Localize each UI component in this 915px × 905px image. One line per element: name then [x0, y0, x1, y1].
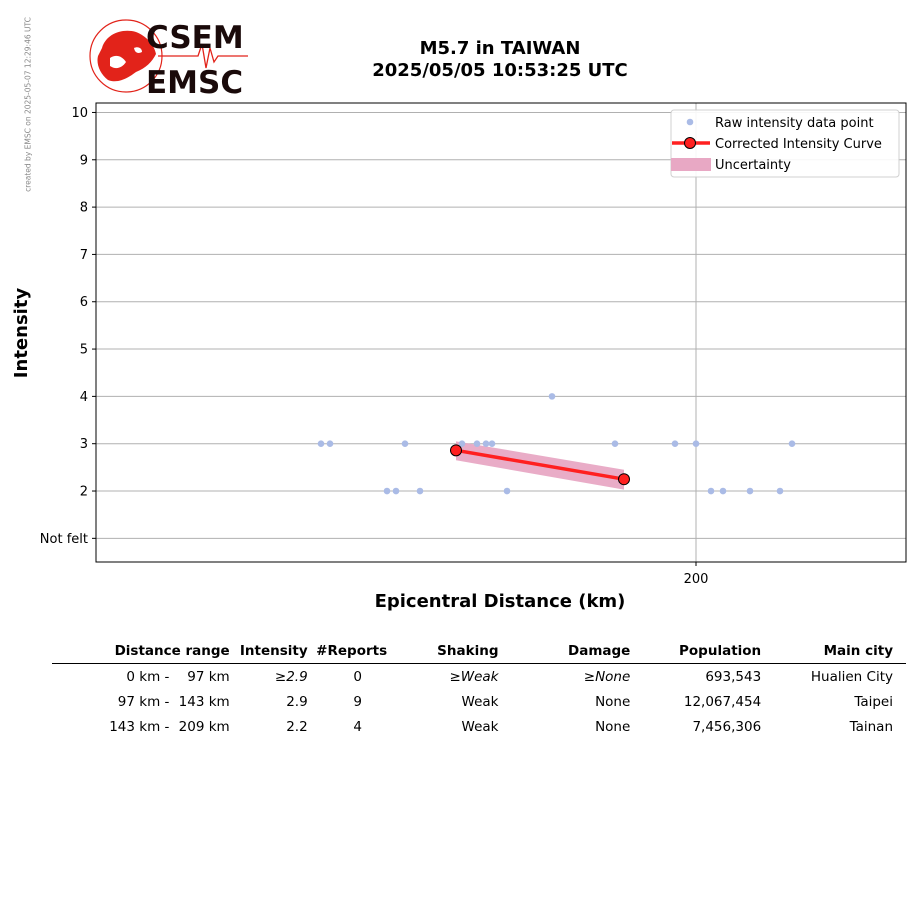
- table-cell: ≥2.9: [274, 668, 308, 685]
- raw-data-point: [416, 487, 424, 495]
- raw-data-point: [473, 440, 481, 448]
- intensity-chart: Not felt 2 3 4 5 6 7 8 9 10 200 Epicentral Distanc…: [11, 102, 907, 612]
- table-body: 0 km - 97 km ≥2.9 0 ≥Weak ≥None 693,543 Hualie…: [52, 664, 906, 740]
- legend-box: [670, 109, 900, 178]
- corrected-curve-marker: [450, 444, 462, 457]
- grid-lines: [96, 103, 906, 562]
- raw-data-point: [548, 393, 556, 400]
- table-cell: Hualien City: [810, 668, 893, 685]
- legend-raw-swatch: [686, 118, 694, 126]
- table-cell: ≥Weak: [449, 668, 499, 685]
- table-header-cell: Intensity: [229, 642, 308, 664]
- table-cell: None: [595, 693, 631, 710]
- table-header-cell: Shaking: [395, 642, 499, 664]
- table-row: 143 km - 209 km 2.2 4 Weak None 7,456,306 Tain…: [52, 714, 906, 739]
- table-header-cell: Damage: [498, 642, 631, 664]
- raw-data-point: [401, 440, 409, 448]
- raw-data-point: [458, 440, 466, 448]
- x-tick-label: 200: [684, 572, 709, 587]
- corrected-curve-layer: [450, 444, 630, 486]
- legend-curve-swatch-marker: [684, 137, 696, 149]
- table-cell: 7,456,306: [692, 718, 762, 735]
- corrected-curve-line: [455, 448, 625, 481]
- y-tick-label: 3: [80, 437, 88, 452]
- table-cell: 0: [353, 668, 362, 685]
- table-cell: Taipei: [854, 693, 893, 710]
- table-cell: Weak: [461, 718, 499, 735]
- y-axis-label: Intensity: [11, 288, 32, 379]
- table-cell: 2.9: [286, 693, 308, 710]
- raw-data-point: [707, 487, 715, 495]
- table-cell: Weak: [461, 693, 499, 710]
- logo-top-text: CSEM: [146, 20, 244, 56]
- y-tick-label: 7: [80, 248, 88, 263]
- legend-entry-label: Corrected Intensity Curve: [715, 137, 882, 152]
- legend-entry-label: Uncertainty: [715, 158, 791, 173]
- raw-data-point: [317, 440, 325, 448]
- table-cell: Tainan: [849, 718, 893, 735]
- logo-bottom-text: EMSC: [146, 65, 243, 100]
- table-cell: ≥None: [583, 668, 631, 685]
- axis-ticks: Not felt 2 3 4 5 6 7 8 9 10 200: [40, 106, 709, 587]
- raw-data-point: [392, 487, 400, 495]
- raw-data-point: [746, 487, 754, 495]
- table-header-cell: Distance range: [52, 642, 230, 664]
- raw-data-point: [776, 487, 784, 495]
- table-header-cell: Population: [630, 642, 762, 664]
- legend: Raw intensity data point Corrected Intens…: [670, 109, 900, 178]
- chart-title-line1: M5.7 in TAIWAN: [419, 38, 581, 59]
- raw-data-point: [326, 440, 334, 448]
- y-tick-label: 9: [80, 153, 88, 168]
- raw-data-point: [692, 440, 700, 448]
- csem-emsc-logo: CSEM EMSC: [89, 19, 248, 100]
- raw-data-point: [482, 440, 490, 448]
- table-header-cell: #Reports: [307, 642, 396, 664]
- y-tick-label: 5: [80, 343, 88, 358]
- y-tick-label: 6: [80, 295, 88, 310]
- table-cell: 97 km - 143 km: [117, 693, 230, 710]
- chart-title-line2: 2025/05/05 10:53:25 UTC: [372, 60, 628, 81]
- table-cell: None: [595, 718, 631, 735]
- legend-band-swatch: [671, 158, 711, 171]
- raw-data-point: [503, 487, 511, 495]
- table-row: 97 km - 143 km 2.9 9 Weak None 12,067,454 Taip…: [52, 689, 906, 714]
- table-cell: 4: [353, 718, 362, 735]
- corrected-curve-marker: [618, 473, 630, 486]
- table-header-row: Distance range Intensity #Reports Shaking Da…: [52, 642, 906, 664]
- y-tick-label: 2: [80, 485, 88, 500]
- raw-data-point: [383, 487, 391, 495]
- raw-data-point: [788, 440, 796, 448]
- table-cell: 12,067,454: [683, 693, 762, 710]
- raw-data-point: [611, 440, 619, 448]
- y-tick-label: 8: [80, 201, 88, 216]
- table-cell: 9: [353, 693, 362, 710]
- table-row: 0 km - 97 km ≥2.9 0 ≥Weak ≥None 693,543 Hualie…: [52, 664, 906, 690]
- x-axis-label: Epicentral Distance (km): [375, 591, 626, 612]
- raw-data-point: [719, 487, 727, 495]
- y-tick-label: Not felt: [40, 532, 88, 547]
- table-cell: 2.2: [286, 718, 308, 735]
- plot-frame: [95, 102, 907, 563]
- table-cell: 143 km - 209 km: [109, 718, 230, 735]
- y-tick-label: 10: [71, 106, 88, 121]
- raw-data-point: [671, 440, 679, 448]
- intensity-summary-table: Distance range Intensity #Reports Shaking Da…: [52, 642, 906, 739]
- table-cell: 693,543: [705, 668, 762, 685]
- table-cell: 0 km - 97 km: [126, 668, 230, 685]
- raw-data-point: [488, 440, 496, 448]
- table-header-cell: Main city: [761, 642, 906, 664]
- raw-points-layer: [317, 393, 796, 495]
- y-tick-label: 4: [80, 390, 88, 405]
- legend-entry-label: Raw intensity data point: [715, 116, 874, 131]
